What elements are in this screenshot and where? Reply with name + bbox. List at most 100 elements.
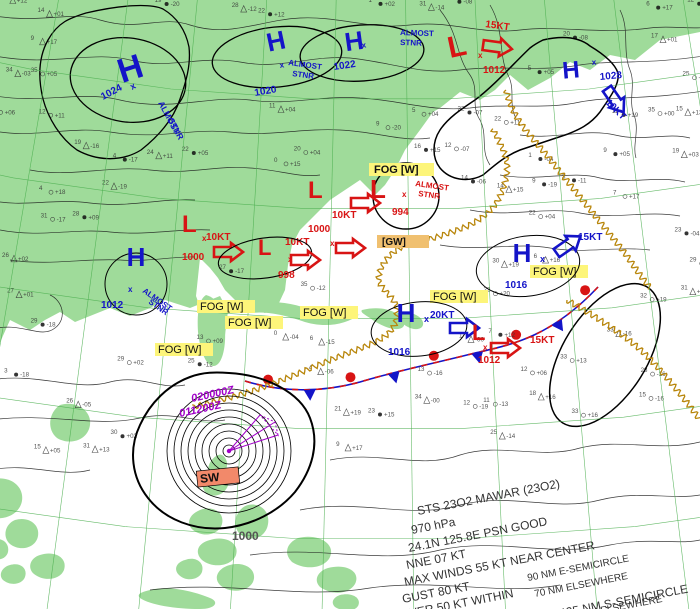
svg-text:31: 31 [41,212,48,219]
svg-text:28: 28 [72,210,79,217]
svg-text:+13: +13 [99,447,110,454]
svg-text:+05: +05 [544,69,555,76]
svg-text:1000: 1000 [182,252,205,263]
svg-text:11: 11 [269,103,276,110]
svg-text:-11: -11 [578,177,587,184]
svg-text:-12: -12 [248,6,258,13]
svg-text:10KT: 10KT [332,210,356,221]
svg-text:1012: 1012 [101,300,124,311]
svg-text:9: 9 [31,35,35,42]
svg-text:FOG [W]: FOG [W] [228,317,271,329]
svg-text:-12: -12 [204,361,214,368]
svg-text:-18: -18 [47,322,57,329]
svg-text:15: 15 [34,443,41,450]
svg-text:-06: -06 [477,179,487,186]
svg-text:+18: +18 [55,189,66,196]
svg-text:+15: +15 [290,161,301,168]
svg-text:6: 6 [646,1,650,8]
svg-text:+05: +05 [50,447,61,454]
svg-text:H: H [513,238,532,268]
svg-text:12: 12 [445,142,452,149]
svg-text:-00: -00 [431,397,441,404]
svg-text:+11: +11 [163,153,174,160]
svg-text:1012: 1012 [483,65,506,76]
svg-text:25: 25 [683,71,690,78]
svg-text:13: 13 [197,334,204,341]
svg-text:+05: +05 [198,150,209,157]
svg-text:29: 29 [690,257,697,264]
svg-text:15: 15 [639,391,646,398]
svg-text:4: 4 [39,185,43,192]
svg-text:28: 28 [232,2,239,9]
svg-text:+15: +15 [513,187,524,194]
svg-text:17: 17 [651,33,658,40]
svg-text:-12: -12 [317,285,327,292]
svg-text:-07: -07 [474,110,484,117]
svg-text:-04: -04 [691,230,700,237]
svg-text:27: 27 [219,264,226,271]
svg-text:23: 23 [368,408,375,415]
svg-text:x: x [424,314,429,324]
svg-text:+03: +03 [688,152,699,159]
svg-text:H: H [397,298,416,328]
svg-text:31: 31 [419,0,426,7]
svg-text:+12: +12 [504,332,515,339]
svg-text:+04: +04 [285,107,296,114]
svg-text:1012: 1012 [478,355,501,366]
svg-text:6: 6 [310,335,314,342]
svg-text:L: L [258,235,271,260]
svg-text:12: 12 [463,399,470,406]
svg-text:9: 9 [336,441,340,448]
svg-text:10KT: 10KT [206,232,230,243]
svg-text:14: 14 [38,7,45,14]
svg-text:15: 15 [676,106,683,113]
svg-text:9: 9 [532,177,536,184]
svg-text:+01: +01 [667,37,678,44]
svg-text:1016: 1016 [388,347,411,358]
svg-text:9: 9 [603,147,607,154]
svg-text:FOG [W]: FOG [W] [303,307,346,319]
svg-text:35: 35 [301,281,308,288]
svg-text:6: 6 [534,253,538,260]
svg-text:FOG [W]: FOG [W] [158,344,201,356]
svg-text:994: 994 [392,207,409,218]
svg-text:-20: -20 [392,125,402,132]
svg-text:FOG [W]: FOG [W] [533,266,576,278]
svg-text:20: 20 [294,146,301,153]
svg-text:11: 11 [483,397,490,404]
svg-text:34: 34 [6,67,13,74]
svg-text:19: 19 [74,139,81,146]
svg-text:-04: -04 [290,334,300,341]
svg-text:x: x [128,285,133,294]
svg-text:3: 3 [4,368,8,375]
svg-text:+17: +17 [352,445,363,452]
svg-text:1000: 1000 [232,529,259,543]
svg-text:+13: +13 [576,358,587,365]
svg-text:H: H [127,242,146,272]
svg-text:L: L [308,177,323,204]
svg-text:L: L [472,320,485,345]
svg-text:+11: +11 [55,112,66,119]
svg-text:21: 21 [334,405,341,412]
svg-text:5: 5 [412,107,416,114]
svg-text:x: x [330,239,335,248]
svg-text:+05: +05 [619,151,630,158]
svg-text:12: 12 [687,0,694,4]
svg-text:29: 29 [31,318,38,325]
svg-text:30: 30 [492,258,499,265]
svg-text:19: 19 [672,148,679,155]
svg-text:x: x [478,51,483,60]
svg-text:35: 35 [648,107,655,114]
svg-text:-17: -17 [235,268,245,275]
svg-text:31: 31 [83,443,90,450]
svg-text:-17: -17 [57,216,67,223]
svg-text:-16: -16 [623,331,633,338]
svg-text:23: 23 [675,226,682,233]
svg-text:9: 9 [376,121,380,128]
svg-text:+09: +09 [88,214,99,221]
svg-text:18: 18 [529,390,536,397]
svg-text:0: 0 [274,330,278,337]
svg-text:+13: +13 [692,110,700,117]
svg-text:0: 0 [274,157,278,164]
svg-text:-18: -18 [20,372,30,379]
